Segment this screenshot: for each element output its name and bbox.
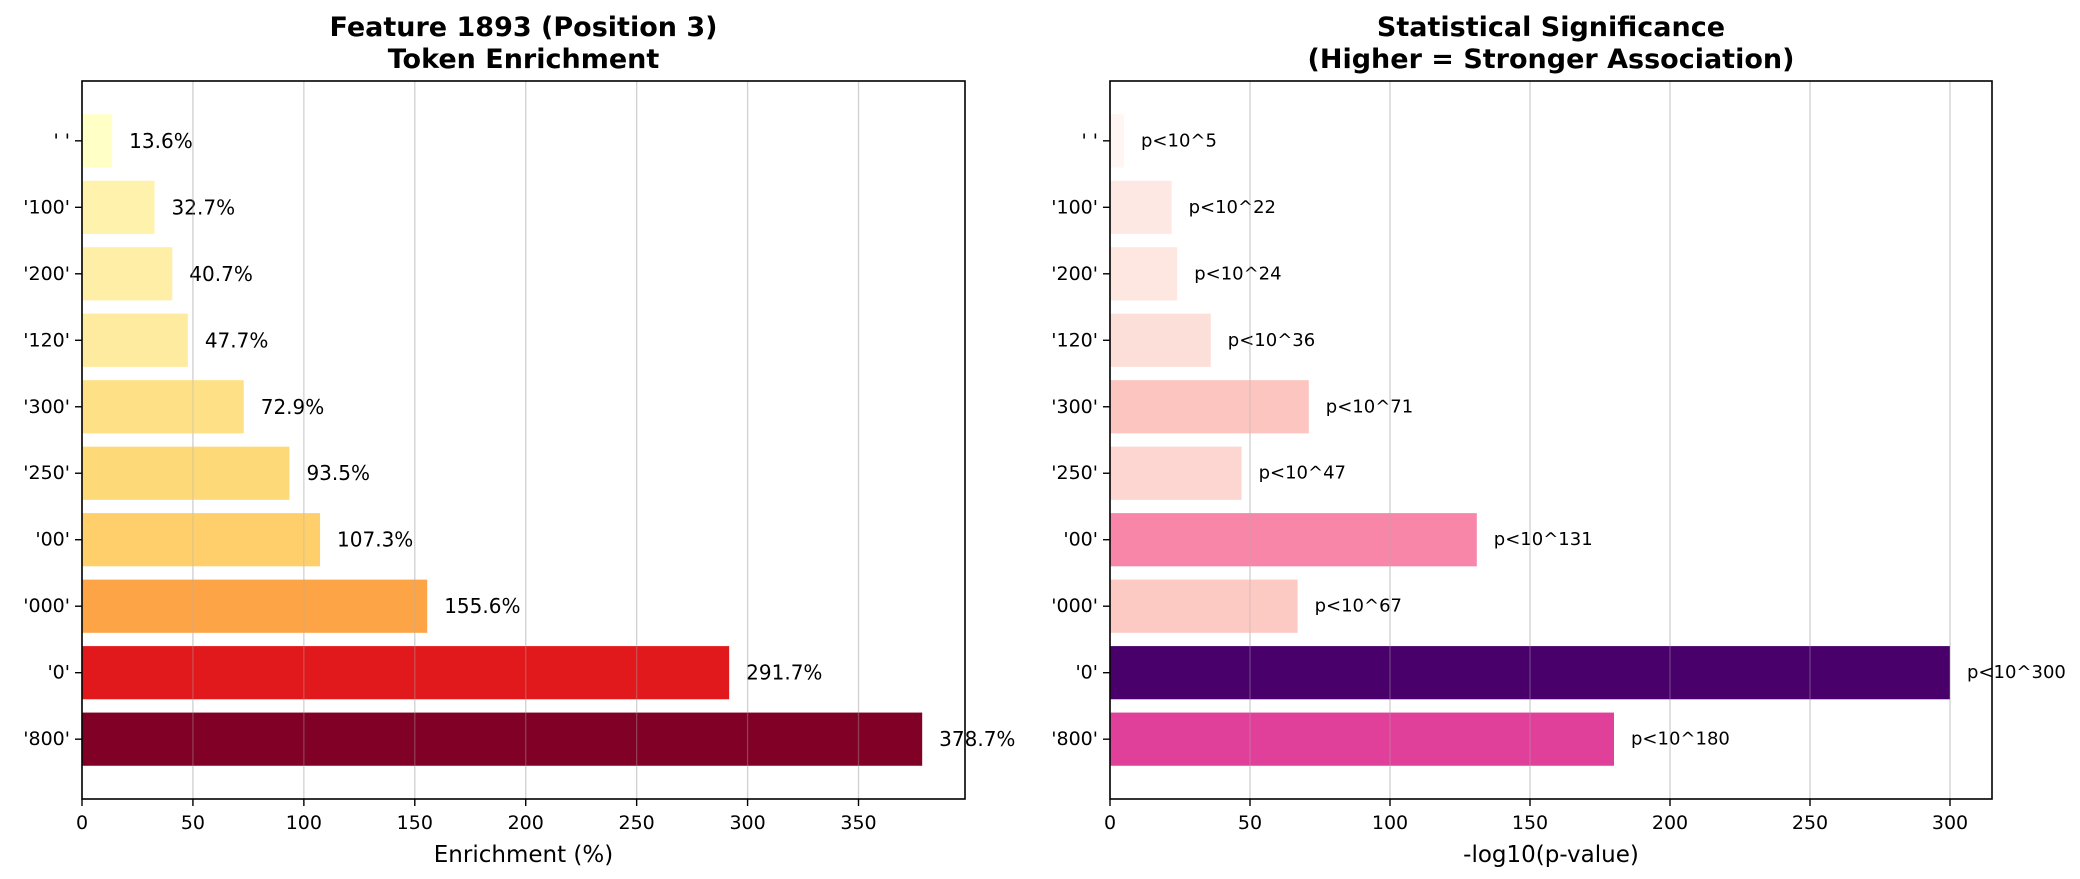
enrichment-bar (82, 446, 290, 500)
enrichment-x-tick-label: 50 (181, 812, 205, 834)
enrichment-y-tick-label: '200' (23, 263, 70, 285)
enrichment-y-tick-label: '800' (23, 728, 70, 750)
enrichment-data-label: 32.7% (172, 195, 236, 219)
enrichment-bar (82, 579, 428, 633)
significance-bar (1110, 313, 1211, 367)
enrichment-data-label: 13.6% (129, 129, 193, 153)
enrichment-bar (82, 180, 155, 234)
significance-data-label: p<10^5 (1141, 130, 1217, 151)
enrichment-bar (82, 646, 730, 700)
significance-bar (1110, 380, 1309, 434)
enrichment-x-tick-label: 250 (619, 812, 655, 834)
significance-y-tick-label: '000' (1051, 595, 1098, 617)
significance-bar (1110, 646, 1950, 700)
significance-bar (1110, 712, 1614, 766)
enrichment-x-axis-label: Enrichment (%) (434, 842, 613, 868)
enrichment-x-tick-label: 150 (397, 812, 433, 834)
enrichment-data-label: 107.3% (337, 528, 413, 552)
significance-data-label: p<10^300 (1967, 662, 2066, 683)
enrichment-chart-title: Feature 1893 (Position 3) Token Enrichmen… (329, 12, 717, 75)
enrichment-bar (82, 712, 923, 766)
significance-data-label: p<10^180 (1631, 729, 1730, 750)
enrichment-bar (82, 247, 173, 301)
significance-chart: p<10^5 p<10^22 p<10^24 p<10^36 p<10^71 p<10^4… (1051, 12, 2066, 868)
significance-bar (1110, 114, 1124, 168)
significance-y-tick-label: '300' (1051, 396, 1098, 418)
enrichment-y-tick-label: '300' (23, 396, 70, 418)
significance-x-tick-label: 100 (1372, 812, 1408, 834)
enrichment-data-label: 40.7% (189, 262, 253, 286)
significance-bar (1110, 579, 1298, 633)
enrichment-x-tick-label: 300 (729, 812, 765, 834)
enrichment-data-label: 47.7% (205, 328, 269, 352)
significance-y-tick-label: ' ' (1082, 130, 1099, 152)
enrichment-chart: 13.6% 32.7% 40.7% 47.7% 72.9% 93.5% 107.3% 155.… (23, 12, 1015, 868)
enrichment-bar (82, 380, 244, 434)
enrichment-bar (82, 513, 321, 567)
significance-data-label: p<10^47 (1259, 463, 1346, 484)
significance-data-label: p<10^67 (1315, 596, 1402, 617)
significance-y-tick-label: '0' (1075, 662, 1098, 684)
enrichment-x-tick-label: 200 (508, 812, 544, 834)
significance-x-tick-label: 200 (1652, 812, 1688, 834)
enrichment-bar (82, 313, 188, 367)
significance-y-tick-label: '120' (1051, 329, 1098, 351)
significance-y-tick-label: '250' (1051, 462, 1098, 484)
enrichment-bar (82, 114, 113, 168)
significance-x-axis-label: -log10(p-value) (1463, 842, 1639, 868)
enrichment-y-tick-label: '250' (23, 462, 70, 484)
enrichment-x-tick-label: 100 (286, 812, 322, 834)
significance-y-tick-label: '00' (1063, 529, 1098, 551)
enrichment-x-tick-label: 0 (76, 812, 88, 834)
significance-chart-title: Statistical Significance (Higher = Strong… (1308, 12, 1795, 75)
significance-bar (1110, 247, 1178, 301)
enrichment-y-tick-label: '0' (47, 662, 70, 684)
enrichment-y-tick-label: ' ' (54, 130, 71, 152)
enrichment-y-tick-label: '00' (35, 529, 70, 551)
significance-x-tick-label: 250 (1792, 812, 1828, 834)
significance-data-label: p<10^71 (1326, 396, 1413, 417)
enrichment-data-label: 72.9% (261, 395, 325, 419)
significance-bar (1110, 446, 1242, 500)
significance-bar (1110, 180, 1172, 234)
significance-x-tick-label: 300 (1932, 812, 1968, 834)
significance-data-label: p<10^131 (1494, 529, 1593, 550)
enrichment-x-tick-label: 350 (840, 812, 876, 834)
significance-y-tick-label: '200' (1051, 263, 1098, 285)
significance-y-tick-label: '800' (1051, 728, 1098, 750)
enrichment-data-label: 93.5% (306, 461, 370, 485)
enrichment-y-tick-label: '000' (23, 595, 70, 617)
significance-data-label: p<10^24 (1194, 263, 1281, 284)
significance-x-tick-label: 50 (1238, 812, 1262, 834)
enrichment-data-label: 291.7% (746, 661, 822, 685)
significance-x-tick-label: 150 (1512, 812, 1548, 834)
significance-bar (1110, 513, 1477, 567)
significance-data-label: p<10^36 (1228, 330, 1315, 351)
significance-plot-frame (1109, 80, 1993, 800)
enrichment-y-tick-label: '100' (23, 196, 70, 218)
significance-data-label: p<10^22 (1189, 197, 1276, 218)
enrichment-data-label: 378.7% (939, 727, 1015, 751)
significance-y-tick-label: '100' (1051, 196, 1098, 218)
significance-x-tick-label: 0 (1104, 812, 1116, 834)
enrichment-data-label: 155.6% (444, 594, 520, 618)
enrichment-y-tick-label: '120' (23, 329, 70, 351)
enrichment-plot-frame (81, 80, 966, 800)
